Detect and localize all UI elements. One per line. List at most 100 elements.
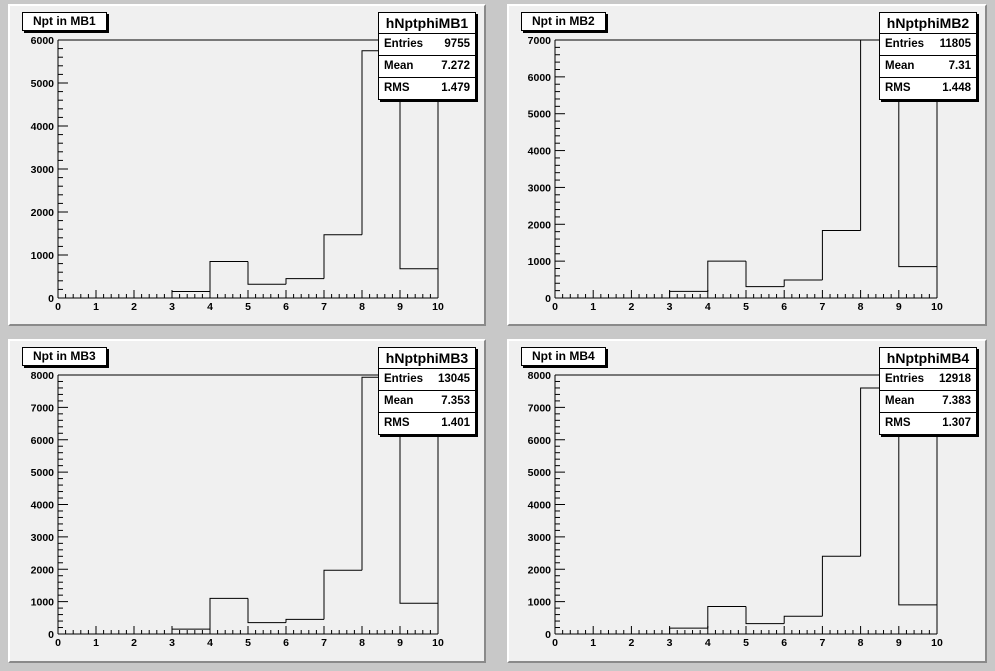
x-tick-label: 4 (207, 301, 213, 313)
y-tick-label: 4000 (31, 500, 55, 512)
stats-rms-value: 1.307 (942, 417, 971, 429)
pad-title: Npt in MB4 (521, 347, 606, 366)
x-tick-label: 10 (931, 637, 943, 649)
stats-mean-value: 7.353 (441, 395, 470, 407)
histogram-pad-mb1[interactable]: 0 1 2 3 4 5 6 7 8 9 10 0 1000 2000 3000 4000 5000 6000 Np… (8, 4, 486, 326)
histogram-bin (745, 261, 785, 288)
histogram-bin (745, 606, 785, 625)
stats-box: hNptphiMB4 Entries 12918 Mean 7.383 RMS 1.3… (879, 347, 977, 435)
x-tick-label: 5 (743, 301, 749, 313)
histogram-plot: 0 1 2 3 4 5 6 7 8 9 10 0 1000 2000 3000 4000 5000 6000 (31, 35, 444, 313)
histogram-plot: 0 1 2 3 4 5 6 7 8 9 10 0 1000 2000 3000 4000 5000 6000 700… (31, 370, 444, 649)
x-tick-label: 7 (321, 637, 327, 649)
histogram-bin (783, 615, 823, 624)
y-tick-label: 1000 (31, 597, 55, 609)
stats-rms-label: RMS (885, 417, 911, 429)
histogram-bin (285, 618, 324, 623)
x-tick-label: 8 (858, 301, 864, 313)
stats-entries-label: Entries (384, 373, 423, 385)
stats-rms-row: RMS 1.448 (880, 77, 976, 99)
stats-entries-value: 13045 (438, 373, 470, 385)
stats-rms-value: 1.401 (441, 417, 470, 429)
y-tick-label: 6000 (528, 72, 552, 84)
stats-mean-row: Mean 7.353 (379, 390, 475, 412)
y-tick-label: 0 (545, 293, 551, 305)
pad-title: Npt in MB1 (22, 12, 107, 31)
x-tick-label: 5 (245, 301, 251, 313)
pad-title: Npt in MB3 (22, 347, 107, 366)
y-tick-label: 6000 (528, 435, 552, 447)
histogram-pad-mb3[interactable]: 0 1 2 3 4 5 6 7 8 9 10 0 1000 2000 3000 4000 5000 6000 700… (8, 339, 486, 663)
stats-entries-row: Entries 13045 (379, 369, 475, 390)
y-tick-label: 2000 (31, 207, 55, 219)
histogram-bin (285, 278, 324, 285)
y-tick-label: 1000 (528, 597, 552, 609)
histogram-bin (171, 291, 210, 298)
x-tick-label: 1 (93, 637, 99, 649)
x-tick-label: 4 (705, 301, 711, 313)
stats-box: hNptphiMB3 Entries 13045 Mean 7.353 RMS 1.4… (378, 347, 476, 435)
histogram-bin (707, 605, 746, 629)
x-tick-label: 0 (552, 637, 558, 649)
x-tick-label: 9 (397, 301, 403, 313)
y-tick-label: 7000 (31, 402, 55, 414)
x-tick-label: 3 (169, 301, 175, 313)
x-tick-label: 6 (283, 637, 289, 649)
histogram-bin (898, 387, 937, 606)
histogram-bin (669, 627, 708, 634)
histogram-bin (669, 290, 708, 298)
stats-entries-row: Entries 12918 (880, 369, 976, 390)
histogram-bin (707, 260, 746, 292)
histogram-bin (898, 40, 937, 268)
x-tick-label: 4 (207, 637, 213, 649)
y-tick-label: 1000 (528, 256, 552, 268)
stats-box: hNptphiMB2 Entries 11805 Mean 7.31 RMS 1.44… (879, 12, 977, 100)
histogram-plot: 0 1 2 3 4 5 6 7 8 9 10 0 1000 2000 3000 4000 5000 6000 700… (528, 35, 943, 313)
x-tick-label: 5 (743, 637, 749, 649)
x-tick-label: 2 (131, 637, 137, 649)
stats-mean-label: Mean (384, 60, 414, 72)
stats-mean-label: Mean (384, 395, 414, 407)
x-tick-label: 6 (283, 301, 289, 313)
y-tick-label: 8000 (528, 370, 552, 382)
y-tick-label: 1000 (31, 250, 55, 262)
y-tick-label: 3000 (528, 182, 552, 194)
stats-entries-label: Entries (384, 38, 423, 50)
stats-entries-value: 12918 (939, 373, 971, 385)
histogram-pad-mb4[interactable]: 0 1 2 3 4 5 6 7 8 9 10 0 1000 2000 3000 4000 5000 6000 700… (507, 339, 987, 663)
y-tick-label: 5000 (31, 467, 55, 479)
x-tick-label: 7 (819, 301, 825, 313)
x-tick-label: 8 (359, 637, 365, 649)
y-tick-label: 2000 (31, 564, 55, 576)
stats-mean-value: 7.31 (948, 60, 971, 72)
y-tick-label: 0 (48, 293, 54, 305)
x-tick-label: 4 (705, 637, 711, 649)
stats-rms-row: RMS 1.479 (379, 77, 475, 99)
stats-box: hNptphiMB1 Entries 9755 Mean 7.272 RMS 1.47… (378, 12, 476, 100)
y-tick-label: 6000 (31, 435, 55, 447)
stats-mean-row: Mean 7.383 (880, 390, 976, 412)
x-tick-label: 3 (667, 637, 673, 649)
stats-mean-row: Mean 7.31 (880, 55, 976, 77)
y-tick-label: 5000 (528, 109, 552, 121)
stats-rms-row: RMS 1.307 (880, 412, 976, 434)
stats-entries-label: Entries (885, 373, 924, 385)
y-tick-label: 7000 (528, 35, 552, 47)
stats-histogram-name: hNptphiMB2 (880, 13, 976, 34)
y-tick-label: 0 (48, 629, 54, 641)
stats-rms-row: RMS 1.401 (379, 412, 475, 434)
y-tick-label: 5000 (528, 467, 552, 479)
x-tick-label: 7 (321, 301, 327, 313)
x-tick-label: 2 (628, 637, 634, 649)
x-tick-label: 3 (667, 301, 673, 313)
histogram-bin (209, 597, 248, 630)
histogram-pad-mb2[interactable]: 0 1 2 3 4 5 6 7 8 9 10 0 1000 2000 3000 4000 5000 6000 700… (507, 4, 987, 326)
stats-entries-label: Entries (885, 38, 924, 50)
x-tick-label: 0 (55, 637, 61, 649)
x-tick-label: 10 (931, 301, 943, 313)
y-tick-label: 3000 (31, 164, 55, 176)
y-tick-label: 6000 (31, 35, 55, 47)
stats-mean-value: 7.272 (441, 60, 470, 72)
stats-histogram-name: hNptphiMB1 (379, 13, 475, 34)
